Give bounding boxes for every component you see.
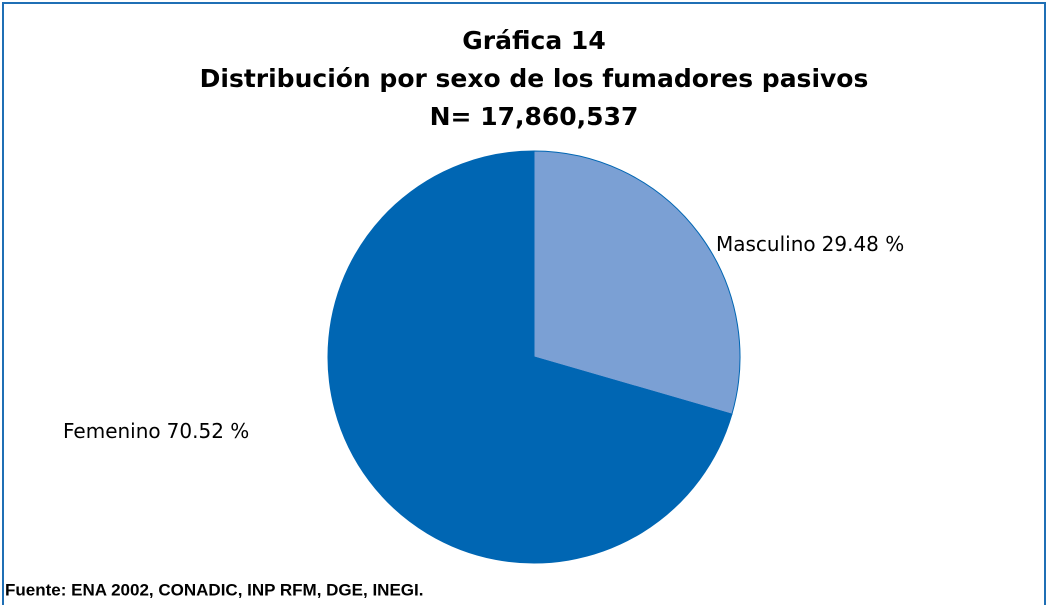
slice-category: Femenino: [63, 419, 161, 443]
slice-label: Femenino 70.52 %: [63, 419, 249, 443]
chart-title: Gráfica 14: [462, 26, 605, 55]
pie: Masculino 29.48 % Femenino 70.52 %: [63, 150, 904, 564]
pie-slice: [533, 150, 741, 415]
pie-slice: [327, 150, 733, 564]
source: Fuente: ENA 2002, CONADIC, INP RFM, DGE,…: [5, 580, 423, 599]
slice-category: Masculino: [716, 232, 816, 256]
chart-title: Distribución por sexo de los fumadores p…: [200, 64, 869, 93]
title-block: Gráfica 14 Distribución por sexo de los f…: [200, 26, 869, 131]
chart-title: N= 17,860,537: [430, 102, 639, 131]
slice-label: Masculino 29.48 %: [716, 232, 904, 256]
slice-value-label: 29.48 %: [822, 232, 905, 256]
slice-value-label: 70.52 %: [167, 419, 250, 443]
